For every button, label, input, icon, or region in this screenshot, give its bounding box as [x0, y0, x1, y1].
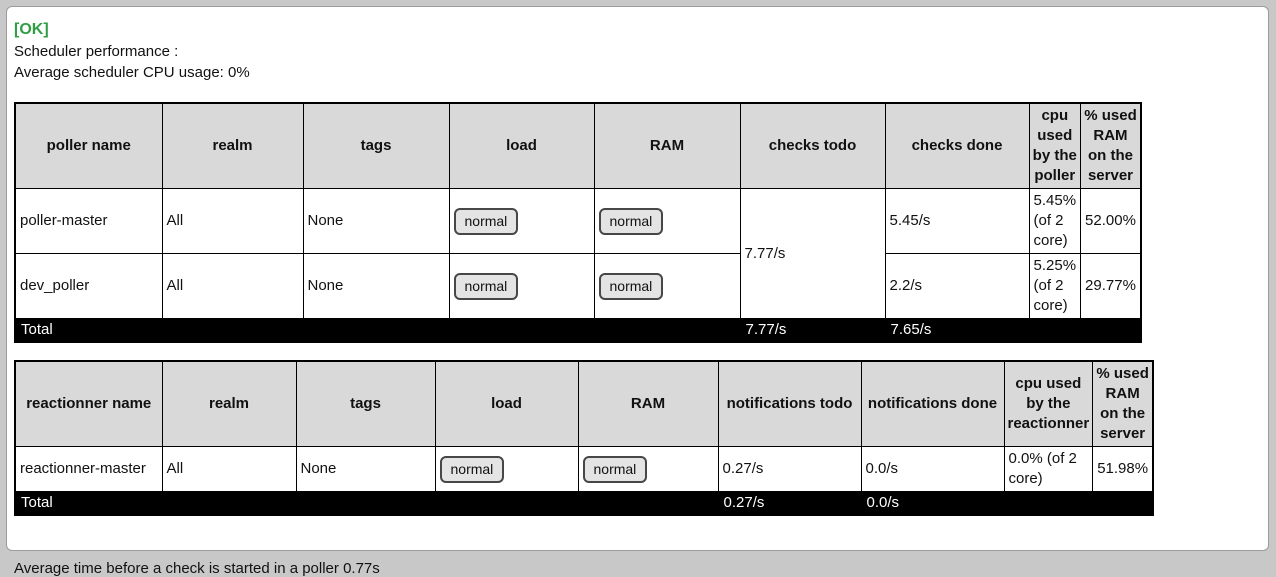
total-checks-todo: 7.77/s — [739, 318, 886, 343]
load-cell: normal — [448, 253, 595, 319]
table-row: poller-master All None normal normal 7.7… — [14, 188, 1142, 319]
header-tags: tags — [295, 360, 436, 447]
realm-cell: All — [161, 446, 297, 492]
header-checks-done: checks done — [884, 102, 1030, 189]
ram-server-cell: 29.77% — [1080, 253, 1142, 319]
cpu-used-cell: 0.0% (of 2 core) — [1003, 446, 1094, 492]
header-ram: RAM — [593, 102, 741, 189]
poller-total-row: Total 7.77/s 7.65/s — [14, 318, 1142, 343]
header-ram: RAM — [577, 360, 719, 447]
header-cpu-used-by-reactionner: cpu used by the reactionner — [1003, 360, 1094, 447]
status-block: [OK] Scheduler performance : Average sch… — [14, 21, 1268, 82]
checks-todo-cell: 7.77/s — [739, 188, 886, 319]
poller-table: poller name realm tags load RAM checks t… — [14, 102, 1142, 343]
tags-cell: None — [302, 188, 450, 254]
header-poller-name: poller name — [14, 102, 163, 189]
load-cell: normal — [448, 188, 595, 254]
header-load: load — [448, 102, 595, 189]
average-cpu-usage-label: Average scheduler CPU usage: 0% — [14, 64, 250, 81]
status-badge: [OK] — [14, 21, 49, 38]
reactionner-table: reactionner name realm tags load RAM not… — [14, 360, 1155, 516]
ram-server-cell: 52.00% — [1080, 188, 1142, 254]
total-notifications-done: 0.0/s — [860, 491, 1005, 516]
poller-header-row: poller name realm tags load RAM checks t… — [14, 102, 1142, 189]
poller-name-cell: poller-master — [14, 188, 163, 254]
header-checks-todo: checks todo — [739, 102, 886, 189]
header-realm: realm — [161, 360, 297, 447]
header-notifications-todo: notifications todo — [717, 360, 862, 447]
header-load: load — [434, 360, 579, 447]
ram-status-chip[interactable]: normal — [582, 455, 648, 483]
total-empty-cell — [1003, 491, 1154, 516]
checks-done-cell: 5.45/s — [884, 188, 1030, 254]
average-check-start-time-note: Average time before a check is started i… — [14, 560, 380, 577]
header-cpu-used-by-poller: cpu used by the poller — [1028, 102, 1082, 189]
tags-cell: None — [302, 253, 450, 319]
realm-cell: All — [161, 188, 304, 254]
table-row: reactionner-master All None normal norma… — [14, 446, 1154, 492]
ram-cell: normal — [593, 253, 741, 319]
ram-cell: normal — [577, 446, 719, 492]
scheduler-performance-label: Scheduler performance : — [14, 43, 179, 60]
poller-name-cell: dev_poller — [14, 253, 163, 319]
header-ram-used-server: % used RAM on the server — [1080, 102, 1142, 189]
header-ram-used-server: % used RAM on the server — [1092, 360, 1154, 447]
ram-server-cell: 51.98% — [1092, 446, 1154, 492]
ram-status-chip[interactable]: normal — [598, 207, 664, 235]
header-tags: tags — [302, 102, 450, 189]
load-status-chip[interactable]: normal — [453, 272, 519, 300]
header-notifications-done: notifications done — [860, 360, 1005, 447]
total-notifications-todo: 0.27/s — [717, 491, 862, 516]
reactionner-total-row: Total 0.27/s 0.0/s — [14, 491, 1154, 516]
notifications-todo-cell: 0.27/s — [717, 446, 862, 492]
ram-cell: normal — [593, 188, 741, 254]
total-label: Total — [14, 491, 719, 516]
realm-cell: All — [161, 253, 304, 319]
load-status-chip[interactable]: normal — [453, 207, 519, 235]
scheduler-performance-panel: [OK] Scheduler performance : Average sch… — [6, 6, 1269, 577]
checks-done-cell: 2.2/s — [884, 253, 1030, 319]
header-reactionner-name: reactionner name — [14, 360, 163, 447]
cpu-used-cell: 5.45% (of 2 core) — [1028, 188, 1082, 254]
cpu-used-cell: 5.25% (of 2 core) — [1028, 253, 1082, 319]
total-checks-done: 7.65/s — [884, 318, 1030, 343]
notifications-done-cell: 0.0/s — [860, 446, 1005, 492]
reactionner-name-cell: reactionner-master — [14, 446, 163, 492]
table-row: dev_poller All None normal normal 2.2/s … — [14, 253, 1142, 319]
load-status-chip[interactable]: normal — [439, 455, 505, 483]
total-empty-cell — [1028, 318, 1142, 343]
header-realm: realm — [161, 102, 304, 189]
load-cell: normal — [434, 446, 579, 492]
reactionner-header-row: reactionner name realm tags load RAM not… — [14, 360, 1154, 447]
total-label: Total — [14, 318, 741, 343]
tags-cell: None — [295, 446, 436, 492]
ram-status-chip[interactable]: normal — [598, 272, 664, 300]
